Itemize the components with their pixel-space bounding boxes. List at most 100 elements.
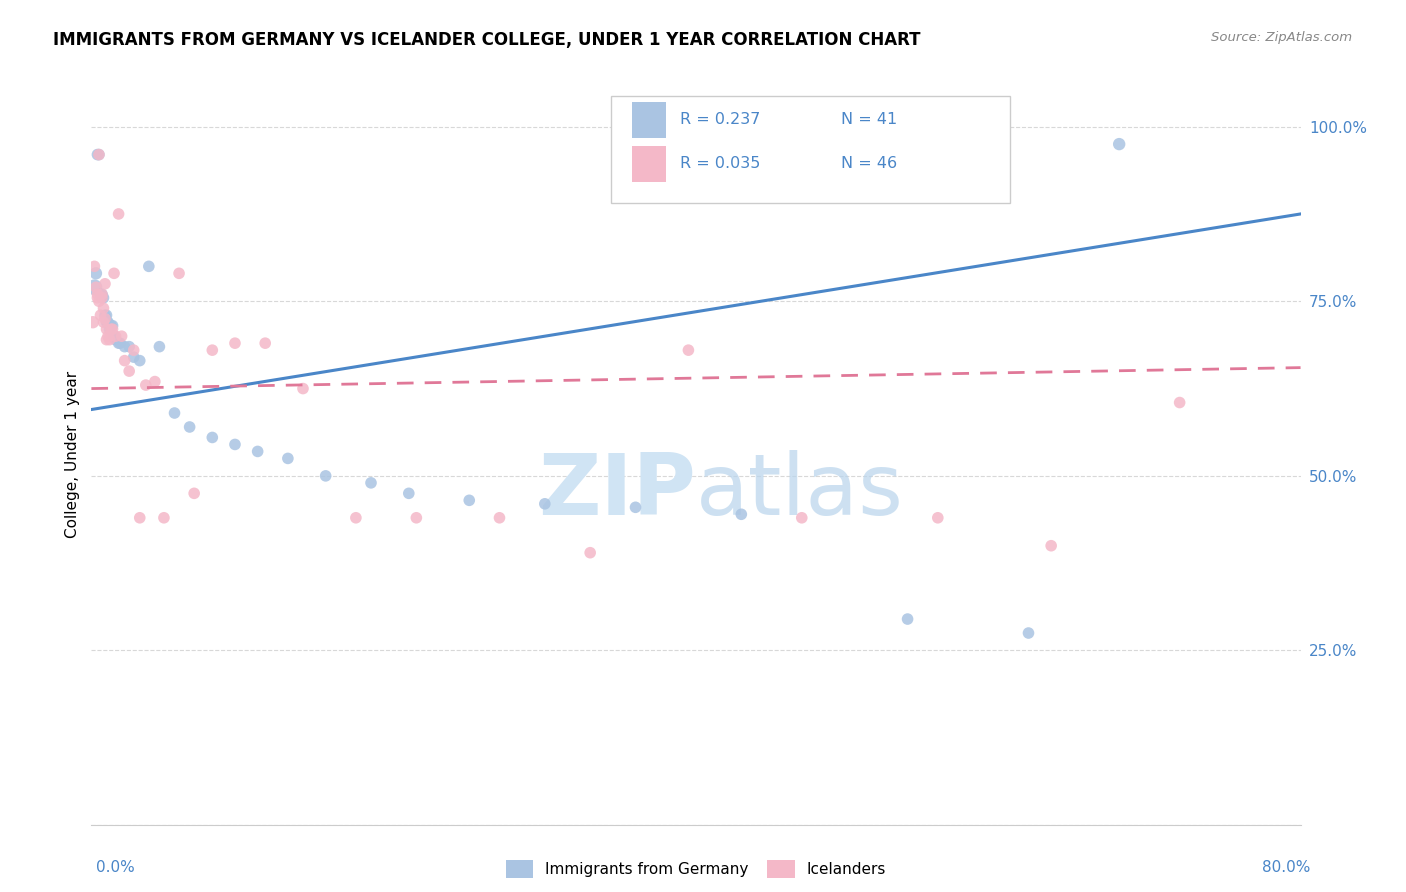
Point	[118, 340, 141, 354]
Y-axis label: College, Under 1 year: College, Under 1 year	[65, 371, 80, 539]
FancyBboxPatch shape	[612, 95, 1011, 203]
Point	[405, 510, 427, 524]
Point	[94, 277, 117, 291]
Point	[98, 322, 121, 336]
Point	[103, 329, 125, 343]
Point	[104, 333, 127, 347]
Point	[91, 291, 114, 305]
Point	[100, 318, 122, 333]
Point	[122, 350, 145, 364]
Text: IMMIGRANTS FROM GERMANY VS ICELANDER COLLEGE, UNDER 1 YEAR CORRELATION CHART: IMMIGRANTS FROM GERMANY VS ICELANDER COL…	[53, 31, 921, 49]
Point	[315, 468, 337, 483]
Point	[96, 308, 118, 322]
Point	[138, 260, 160, 274]
Point	[103, 266, 125, 280]
Point	[91, 291, 114, 305]
Point	[83, 280, 105, 294]
Point	[148, 340, 170, 354]
Text: R = 0.035: R = 0.035	[681, 156, 761, 171]
Point	[624, 500, 647, 515]
Point	[89, 308, 111, 322]
Point	[98, 333, 121, 347]
Point	[790, 510, 813, 524]
Point	[107, 207, 129, 221]
Point	[224, 437, 246, 451]
Point	[128, 353, 150, 368]
Point	[1108, 137, 1130, 152]
Point	[118, 364, 141, 378]
Point	[83, 260, 105, 274]
Point	[111, 329, 132, 343]
Point	[678, 343, 700, 358]
Point	[114, 353, 136, 368]
Point	[533, 497, 555, 511]
Point	[128, 510, 150, 524]
Point	[87, 147, 110, 161]
Text: atlas: atlas	[696, 450, 904, 533]
Point	[94, 311, 117, 326]
Point	[84, 266, 107, 280]
Point	[97, 329, 120, 343]
Point	[143, 375, 166, 389]
Point	[179, 420, 201, 434]
Point	[458, 493, 481, 508]
Point	[579, 546, 602, 560]
Point	[107, 336, 129, 351]
Text: N = 41: N = 41	[841, 112, 897, 128]
Point	[91, 287, 114, 301]
Point	[93, 301, 115, 316]
Bar	[631, 146, 666, 181]
Text: Source: ZipAtlas.com: Source: ZipAtlas.com	[1212, 31, 1353, 45]
Point	[167, 266, 190, 280]
Point	[89, 287, 111, 301]
Text: R = 0.237: R = 0.237	[681, 112, 761, 128]
Legend: Immigrants from Germany, Icelanders: Immigrants from Germany, Icelanders	[499, 855, 893, 884]
Point	[730, 508, 752, 522]
Point	[1040, 539, 1063, 553]
Point	[86, 147, 108, 161]
Point	[96, 333, 118, 347]
Text: ZIP: ZIP	[538, 450, 696, 533]
Point	[224, 336, 246, 351]
Point	[97, 315, 120, 329]
Point	[82, 315, 104, 329]
Point	[488, 510, 510, 524]
Point	[96, 322, 118, 336]
Text: N = 46: N = 46	[841, 156, 897, 171]
Point	[135, 378, 157, 392]
Point	[104, 329, 127, 343]
Point	[360, 475, 382, 490]
Point	[254, 336, 277, 351]
Point	[927, 510, 949, 524]
Point	[344, 510, 367, 524]
Point	[91, 287, 114, 301]
Point	[1018, 626, 1040, 640]
Point	[86, 287, 108, 301]
Point	[122, 343, 145, 358]
Point	[93, 291, 115, 305]
Point	[201, 430, 224, 444]
Point	[87, 294, 110, 309]
Point	[153, 510, 176, 524]
Bar	[631, 102, 666, 137]
Point	[87, 147, 110, 161]
Point	[84, 280, 107, 294]
Point	[96, 315, 118, 329]
Point	[101, 322, 124, 336]
Point	[897, 612, 920, 626]
Point	[86, 291, 108, 305]
Point	[277, 451, 299, 466]
Point	[93, 315, 115, 329]
Point	[114, 340, 136, 354]
Text: 80.0%: 80.0%	[1263, 861, 1310, 875]
Point	[201, 343, 224, 358]
Point	[163, 406, 186, 420]
Point	[101, 318, 124, 333]
Point	[398, 486, 420, 500]
Point	[100, 322, 122, 336]
Point	[1168, 395, 1191, 409]
Point	[183, 486, 205, 500]
Point	[94, 308, 117, 322]
Point	[108, 336, 131, 351]
Text: 0.0%: 0.0%	[96, 861, 135, 875]
